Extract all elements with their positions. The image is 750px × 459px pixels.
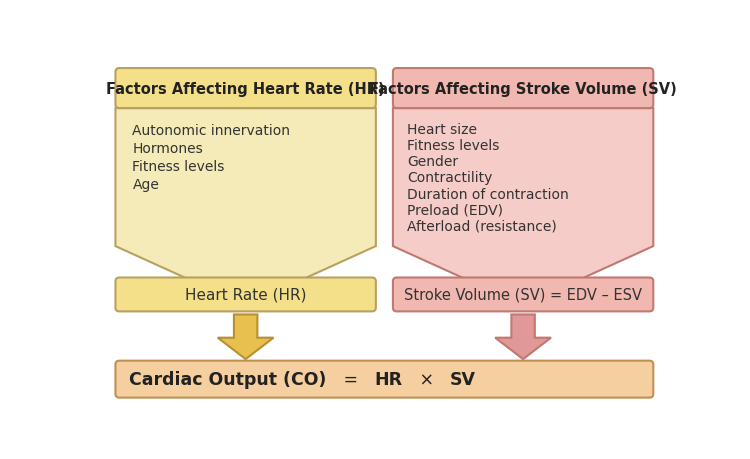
FancyBboxPatch shape: [116, 361, 653, 398]
Text: Stroke Volume (SV) = EDV – ESV: Stroke Volume (SV) = EDV – ESV: [404, 287, 642, 302]
Polygon shape: [116, 109, 376, 306]
Text: Age: Age: [133, 177, 159, 191]
Polygon shape: [393, 109, 653, 306]
Text: Heart size: Heart size: [406, 123, 477, 137]
Text: Fitness levels: Fitness levels: [406, 139, 500, 153]
Text: Hormones: Hormones: [133, 142, 203, 156]
Text: Fitness levels: Fitness levels: [133, 160, 225, 174]
Text: Afterload (resistance): Afterload (resistance): [406, 219, 556, 234]
FancyBboxPatch shape: [393, 278, 653, 312]
Text: Duration of contraction: Duration of contraction: [406, 187, 568, 201]
Text: Heart Rate (HR): Heart Rate (HR): [185, 287, 307, 302]
FancyBboxPatch shape: [393, 69, 653, 109]
Text: Preload (EDV): Preload (EDV): [406, 203, 502, 217]
Text: Factors Affecting Heart Rate (HR): Factors Affecting Heart Rate (HR): [106, 81, 385, 96]
Text: Cardiac Output (CO): Cardiac Output (CO): [130, 370, 327, 388]
FancyBboxPatch shape: [116, 69, 376, 109]
Text: Autonomic innervation: Autonomic innervation: [133, 124, 290, 138]
Text: ×: ×: [403, 370, 450, 388]
Text: =: =: [327, 370, 374, 388]
Text: Gender: Gender: [406, 155, 458, 169]
FancyBboxPatch shape: [116, 278, 376, 312]
Polygon shape: [495, 315, 551, 359]
Text: Factors Affecting Stroke Volume (SV): Factors Affecting Stroke Volume (SV): [369, 81, 677, 96]
Text: SV: SV: [450, 370, 476, 388]
Text: Contractility: Contractility: [406, 171, 492, 185]
Polygon shape: [217, 315, 274, 359]
Text: HR: HR: [374, 370, 403, 388]
